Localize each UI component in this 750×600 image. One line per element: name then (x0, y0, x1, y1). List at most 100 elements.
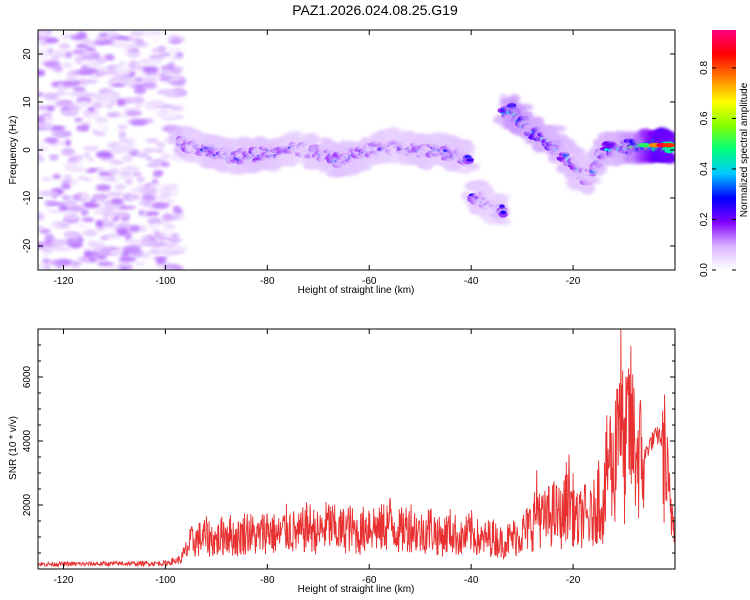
spectrogram-halo-blob (543, 131, 561, 141)
spectrogram-noise-blob (152, 173, 161, 177)
spectrogram-noise-blob (42, 251, 50, 257)
snr-frame (37, 328, 676, 570)
spectrogram-noise-blob (163, 263, 179, 270)
spectrogram-y-label: Frequency (Hz) (8, 116, 19, 185)
spectrogram-noise-blob (91, 101, 104, 109)
spectrogram-noise-blob (109, 83, 126, 87)
spectrogram-noise-blob (38, 226, 46, 230)
spectrogram-core-blob (466, 158, 474, 162)
colorbar-bar (712, 30, 736, 270)
spectrogram-noise-blob (102, 91, 119, 99)
spectrogram-noise-blob (97, 261, 114, 267)
spectrogram-noise-blob (64, 139, 72, 147)
spectrogram-noise-blob (162, 186, 175, 192)
snr-panel: -120 -100 -80 -60 -40 -20 2000 4000 6000 Height… (8, 328, 676, 595)
spectrogram-noise-blob (111, 198, 125, 204)
y-tick-label: -20 (22, 238, 33, 253)
spectrogram-x-label: Height of straight line (km) (298, 285, 415, 296)
spectrogram-noise-blob (109, 249, 124, 256)
snr-x-axis: -120 -100 -80 -60 -40 -20 (53, 329, 581, 586)
spectrogram-halo-blob (666, 155, 675, 163)
spectrogram-noise-blob (151, 179, 159, 184)
x-tick-label: -40 (464, 575, 479, 586)
spectrogram-noise-blob (129, 31, 146, 36)
spectrogram-noise-blob (54, 100, 72, 108)
y-tick-label: 10 (22, 96, 33, 108)
spectrogram-noise-blob (124, 111, 139, 116)
spectrogram-halo-blob (492, 196, 508, 207)
spectrogram-noise-blob (132, 171, 142, 177)
spectrogram-noise-blob (123, 43, 138, 50)
spectrogram-noise-blob (96, 176, 107, 180)
spectrogram-noise-blob (144, 33, 155, 38)
spectrogram-noise-blob (169, 105, 184, 111)
spectrogram-noise-blob (61, 148, 75, 156)
spectrogram-noise-blob (159, 162, 170, 167)
spectrogram-noise-blob (107, 141, 121, 149)
x-tick-label: -100 (155, 575, 175, 586)
spectrogram-noise-blob (121, 165, 140, 173)
spectrogram-noise-blob (90, 72, 98, 80)
spectrogram-noise-blob (112, 39, 127, 48)
spectrogram-noise-blob (50, 125, 66, 131)
spectrogram-noise-blob (46, 105, 55, 112)
spectrogram-noise-blob (166, 199, 175, 203)
spectrogram-noise-blob (61, 195, 71, 201)
spectrogram-noise-blob (119, 61, 126, 66)
spectrogram-noise-blob (167, 128, 175, 135)
spectrogram-peak-blob (638, 143, 651, 148)
spectrogram-halo-blob (386, 126, 402, 136)
spectrogram-noise-blob (132, 96, 144, 103)
spectrogram-noise-blob (48, 50, 66, 55)
spectrogram-noise-blob (44, 37, 59, 44)
spectrogram-noise-blob (171, 246, 185, 253)
spectrogram-noise-blob (50, 154, 57, 161)
spectrogram-noise-blob (138, 201, 152, 205)
spectrogram-noise-blob (49, 239, 66, 248)
spectrogram-halo-blob (570, 146, 585, 156)
spectrogram-noise-blob (114, 184, 126, 191)
spectrogram-core-blob (500, 210, 507, 215)
spectrogram-noise-blob (64, 212, 79, 221)
spectrogram-noise-blob (106, 111, 121, 118)
spectrogram-noise-blob (117, 124, 128, 130)
spectrogram-noise-blob (162, 70, 173, 75)
spectrogram-halo-blob (469, 164, 480, 171)
spectrogram-noise-blob (140, 240, 154, 246)
spectrogram-noise-blob (168, 40, 182, 44)
spectrogram-noise-blob (122, 154, 134, 162)
colorbar-label: Normalized spectral amplitude (739, 82, 750, 217)
spectrogram-noise-blob (157, 233, 165, 239)
x-tick-label: -120 (53, 575, 73, 586)
spectrogram-noise-blob (51, 129, 67, 138)
spectrogram-noise-blob (138, 209, 145, 216)
spectrogram-noise-blob (43, 61, 61, 68)
chart-title: PAZ1.2026.024.08.25.G19 (292, 2, 458, 18)
spectrogram-noise-blob (81, 217, 95, 222)
spectrogram-noise-blob (82, 145, 99, 152)
spectrogram-halo-blob (459, 144, 476, 151)
spectrogram-noise-blob (82, 251, 100, 257)
spectrogram-halo-blob (664, 136, 675, 141)
spectrogram-noise-blob (68, 180, 79, 185)
x-tick-label: -80 (260, 575, 275, 586)
spectrogram-noise-blob (113, 73, 131, 82)
spectrogram-marks (38, 30, 675, 270)
spectrogram-noise-blob (148, 182, 162, 187)
spectrogram-noise-blob (104, 232, 122, 239)
spectrogram-noise-blob (61, 63, 71, 67)
spectrogram-noise-blob (152, 37, 161, 43)
y-tick-label: 6000 (22, 365, 33, 388)
y-tick-label: 0 (22, 147, 33, 153)
spectrogram-noise-blob (133, 77, 144, 83)
spectrogram-noise-blob (70, 154, 84, 161)
spectrogram-noise-blob (110, 178, 118, 182)
spectrogram-noise-blob (41, 190, 59, 196)
spectrogram-noise-blob (75, 223, 89, 228)
y-tick-label: 4000 (22, 429, 33, 452)
spectrogram-noise-blob (38, 212, 45, 221)
colorbar-tick-label: 0.6 (699, 111, 710, 125)
spectrogram-noise-blob (141, 81, 157, 89)
snr-y-label: SNR (10 * v/v) (8, 416, 19, 480)
spectrogram-noise-blob (38, 69, 46, 77)
